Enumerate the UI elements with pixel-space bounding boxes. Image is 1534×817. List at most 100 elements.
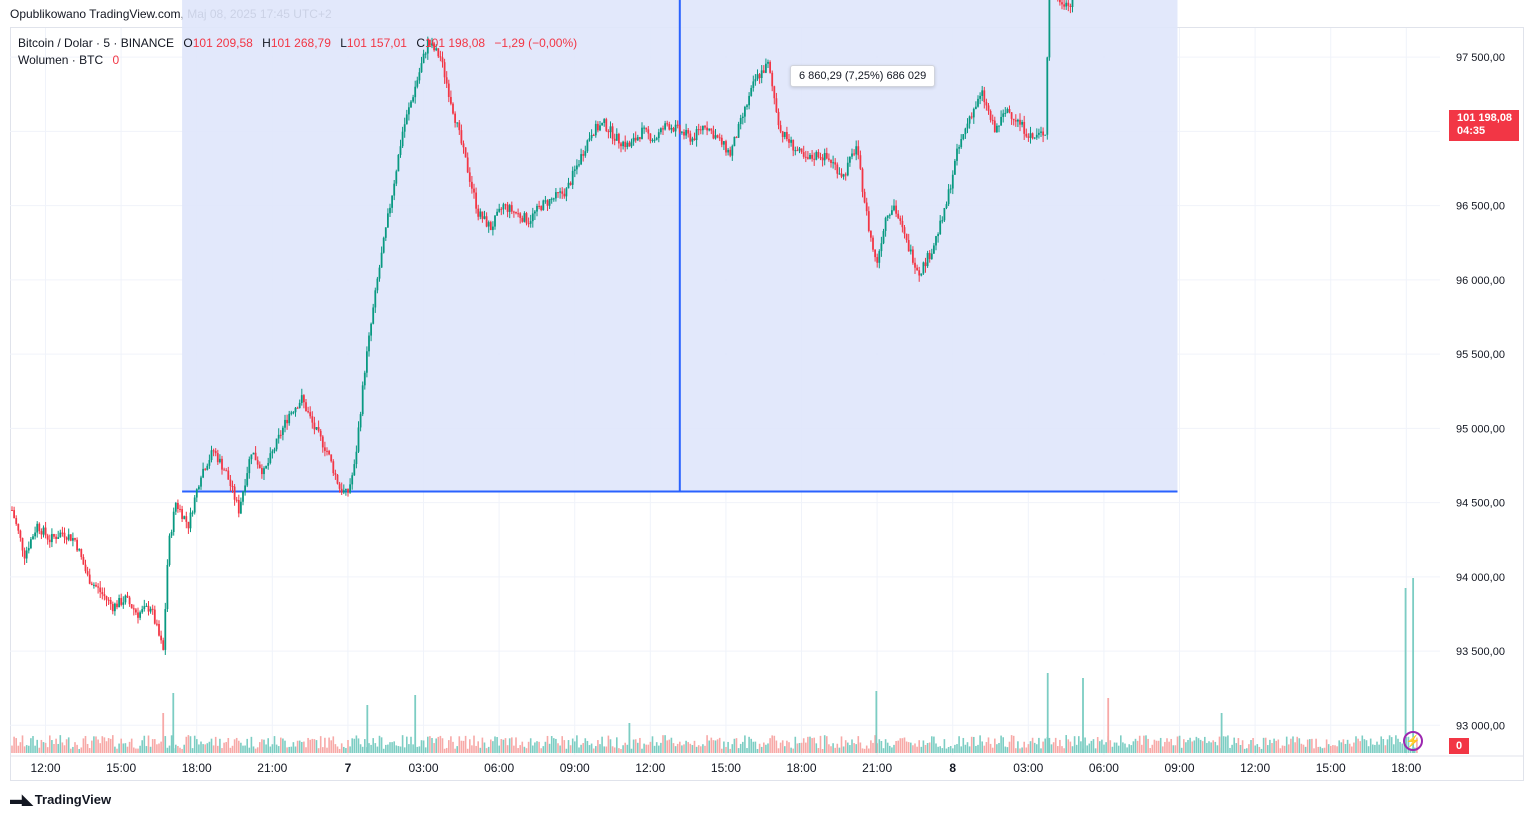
volume-bar	[345, 748, 347, 753]
candle-body	[90, 583, 93, 586]
volume-bar	[983, 745, 986, 753]
candle-body	[807, 157, 809, 159]
volume-bar	[1172, 745, 1175, 753]
candle-body	[1033, 137, 1036, 139]
candle-body	[420, 63, 423, 73]
volume-bar	[1353, 742, 1355, 753]
candle-body	[603, 119, 606, 123]
candle-body	[248, 459, 251, 474]
volume-bar	[1275, 740, 1277, 753]
volume-bar	[1025, 747, 1028, 753]
x-axis-tick-label: 09:00	[560, 761, 590, 775]
candle-body	[193, 497, 196, 513]
volume-bar	[1090, 740, 1093, 753]
candle-body	[590, 135, 593, 139]
volume-spike	[162, 713, 165, 753]
volume-bar	[855, 744, 857, 753]
volume-bar	[305, 747, 307, 753]
candle-body	[779, 125, 782, 132]
candle-body	[139, 612, 141, 618]
volume-bar	[202, 744, 204, 753]
volume-bar	[784, 746, 786, 753]
candle-body	[471, 181, 473, 189]
candle-body	[204, 468, 207, 470]
candle-body	[426, 39, 429, 54]
volume-bar	[964, 744, 967, 753]
y-axis-tick-label: 96 500,00	[1456, 201, 1505, 213]
volume-bar	[332, 736, 335, 753]
candle-body	[395, 171, 398, 184]
volume-bar	[82, 738, 85, 753]
volume-bar	[620, 748, 622, 753]
volume-bar	[624, 742, 626, 753]
volume-bar	[521, 741, 524, 753]
volume-bar	[561, 736, 563, 753]
volume-bar	[670, 737, 673, 753]
volume-bar	[1260, 748, 1263, 753]
volume-bar	[538, 741, 540, 753]
candle-body	[565, 188, 568, 197]
candle-body	[825, 152, 828, 159]
legend-volume-label[interactable]: Wolumen · BTC	[18, 53, 104, 67]
volume-bar	[611, 746, 614, 753]
tradingview-logo[interactable]: ▬◣ TradingView	[10, 791, 111, 808]
candle-body	[775, 98, 778, 112]
candle-body	[515, 211, 517, 214]
volume-bar	[1088, 743, 1091, 753]
candle-body	[99, 587, 102, 593]
volume-bar	[475, 745, 477, 753]
candle-body	[130, 604, 133, 609]
candle-body	[48, 539, 51, 543]
candle-body	[431, 43, 433, 46]
candle-body	[160, 635, 162, 641]
candle-body	[527, 223, 530, 225]
volume-bar	[1271, 743, 1273, 753]
volume-bar	[15, 738, 17, 753]
volume-bar	[183, 744, 185, 753]
volume-bar	[511, 737, 513, 753]
legend-symbol[interactable]: Bitcoin / Dolar · 5 · BINANCE	[18, 36, 175, 50]
volume-spike	[1082, 678, 1084, 753]
flash-icon[interactable]: ⚡	[1403, 731, 1423, 751]
volume-bar	[219, 738, 221, 753]
volume-bar	[1269, 739, 1271, 753]
volume-bar	[462, 740, 465, 753]
volume-bar	[120, 738, 122, 753]
candle-body	[909, 249, 912, 252]
volume-bar	[649, 741, 652, 753]
volume-bar	[88, 748, 91, 753]
volume-bar	[1048, 737, 1051, 753]
volume-bar	[25, 745, 28, 753]
candle-body	[519, 213, 522, 218]
volume-bar	[149, 746, 152, 753]
volume-bar	[282, 738, 284, 753]
volume-bar	[1029, 741, 1032, 753]
volume-bar	[905, 741, 908, 753]
candle-body	[794, 150, 797, 152]
volume-bar	[424, 747, 427, 753]
volume-bar	[410, 736, 412, 753]
candle-body	[689, 133, 692, 142]
candle-body	[588, 138, 591, 141]
volume-bar	[586, 740, 589, 753]
last-price-value: 101 198,08	[1457, 112, 1513, 124]
volume-bar	[651, 736, 654, 753]
volume-bar	[865, 745, 868, 753]
volume-bar	[355, 735, 358, 753]
volume-bar	[189, 736, 192, 753]
candle-body	[928, 252, 931, 260]
volume-bar	[1189, 737, 1191, 753]
chart-legend: Bitcoin / Dolar · 5 · BINANCE O101 209,5…	[18, 35, 577, 69]
volume-spike	[875, 691, 878, 753]
candle-body	[788, 139, 790, 143]
volume-bar	[1094, 748, 1097, 753]
volume-bar	[1304, 746, 1307, 753]
volume-bar	[928, 742, 931, 753]
volume-bar	[179, 747, 181, 753]
volume-bar	[832, 743, 834, 753]
volume-bar	[1206, 742, 1208, 753]
volume-bar	[1164, 741, 1166, 753]
volume-bar	[206, 743, 209, 753]
candle-body	[804, 156, 807, 158]
